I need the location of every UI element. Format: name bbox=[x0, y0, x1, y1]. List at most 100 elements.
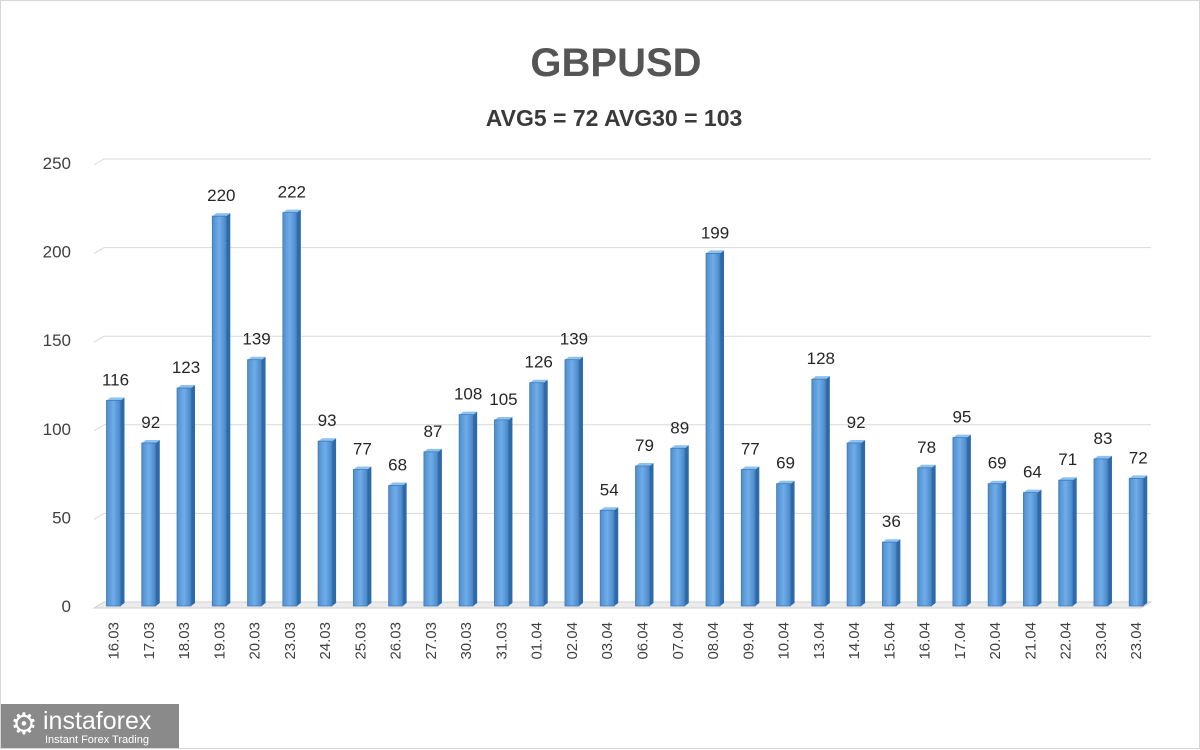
bar-top bbox=[811, 376, 830, 380]
bar bbox=[176, 387, 192, 607]
bar-side bbox=[437, 448, 442, 606]
bar bbox=[705, 252, 721, 607]
bar bbox=[740, 469, 756, 607]
bar-side bbox=[1143, 475, 1148, 606]
bar bbox=[423, 451, 439, 607]
bar bbox=[282, 212, 298, 607]
data-label: 78 bbox=[917, 438, 936, 457]
x-tick-label: 17.04 bbox=[952, 622, 969, 660]
y-tick-label: 100 bbox=[43, 420, 71, 439]
data-label: 108 bbox=[454, 385, 482, 404]
bar-top bbox=[423, 448, 442, 452]
bar bbox=[1023, 492, 1038, 607]
x-tick-label: 18.03 bbox=[176, 622, 193, 660]
logo-name: instaforex bbox=[43, 707, 152, 735]
bar-top bbox=[706, 250, 725, 254]
bar-side bbox=[966, 434, 971, 606]
bar-top bbox=[459, 411, 478, 415]
bar-top bbox=[212, 213, 231, 217]
data-label: 123 bbox=[172, 358, 200, 377]
bar-top bbox=[177, 385, 196, 389]
bar bbox=[317, 440, 333, 607]
x-tick-label: 09.04 bbox=[740, 622, 757, 660]
y-tick-label: 50 bbox=[52, 508, 71, 527]
bar bbox=[458, 414, 474, 607]
data-label: 93 bbox=[318, 411, 337, 430]
bar-top bbox=[388, 482, 407, 486]
bar bbox=[846, 442, 862, 607]
bar-side bbox=[578, 356, 583, 606]
bar-top bbox=[670, 445, 689, 449]
bar-top bbox=[1129, 475, 1148, 479]
data-label: 126 bbox=[525, 353, 553, 372]
bar-side bbox=[790, 480, 795, 606]
bar-top bbox=[741, 466, 760, 470]
y-tick-label: 0 bbox=[62, 597, 71, 616]
bar bbox=[1058, 479, 1074, 607]
x-tick-label: 17.03 bbox=[141, 622, 158, 660]
data-label: 36 bbox=[882, 512, 901, 531]
x-tick-label: 02.04 bbox=[564, 622, 581, 660]
bar-top bbox=[141, 439, 160, 443]
bar-top bbox=[353, 466, 372, 470]
bar-side bbox=[120, 397, 125, 606]
bar-side bbox=[931, 464, 936, 606]
bar-top bbox=[106, 397, 125, 401]
data-label: 128 bbox=[807, 349, 835, 368]
bar-top bbox=[564, 356, 583, 360]
bar-top bbox=[318, 438, 337, 442]
x-tick-label: 25.03 bbox=[352, 622, 369, 660]
logo-tagline: Instant Forex Trading bbox=[45, 734, 149, 746]
bar bbox=[529, 382, 545, 607]
data-label: 69 bbox=[776, 454, 795, 473]
bar-side bbox=[861, 439, 866, 606]
bar-side bbox=[261, 356, 266, 606]
bar-side bbox=[543, 379, 548, 606]
bar-top bbox=[988, 480, 1007, 484]
data-label: 69 bbox=[988, 454, 1007, 473]
data-label: 139 bbox=[242, 330, 270, 349]
bar-side bbox=[367, 466, 372, 606]
chart-title: GBPUSD bbox=[530, 41, 702, 85]
x-tick-label: 21.04 bbox=[1022, 622, 1039, 660]
bar bbox=[776, 483, 791, 607]
data-label: 139 bbox=[560, 330, 588, 349]
gridline-edge bbox=[93, 512, 105, 520]
bar bbox=[811, 378, 827, 607]
data-label: 92 bbox=[141, 413, 160, 432]
data-label: 105 bbox=[489, 390, 517, 409]
bar-top bbox=[847, 439, 866, 443]
bar-top bbox=[1058, 477, 1077, 481]
bar-side bbox=[155, 439, 160, 606]
bar bbox=[247, 359, 262, 607]
data-label: 89 bbox=[670, 418, 689, 437]
bar-top bbox=[1093, 455, 1112, 459]
bar-side bbox=[473, 411, 478, 606]
y-tick-label: 150 bbox=[43, 331, 71, 350]
data-label: 95 bbox=[952, 408, 971, 427]
bar bbox=[670, 447, 686, 607]
x-tick-label: 26.03 bbox=[388, 622, 405, 660]
x-tick-label: 22.04 bbox=[1058, 622, 1075, 660]
x-tick-label: 06.04 bbox=[635, 622, 652, 660]
bar-top bbox=[282, 209, 301, 213]
bar bbox=[141, 442, 157, 607]
bar-top bbox=[635, 463, 654, 467]
data-label: 199 bbox=[701, 223, 729, 242]
data-label: 77 bbox=[741, 440, 760, 459]
x-tick-label: 20.04 bbox=[987, 622, 1004, 660]
bar-top bbox=[1023, 489, 1042, 493]
y-tick-label: 200 bbox=[43, 243, 71, 262]
data-label: 72 bbox=[1129, 448, 1148, 467]
data-label: 83 bbox=[1094, 429, 1113, 448]
x-tick-label: 01.04 bbox=[529, 622, 546, 660]
x-tick-label: 13.04 bbox=[811, 622, 828, 660]
x-tick-label: 31.03 bbox=[493, 622, 510, 660]
bar-side bbox=[1107, 455, 1112, 606]
bar-side bbox=[825, 376, 830, 606]
data-label: 54 bbox=[600, 480, 619, 499]
bar-side bbox=[649, 463, 654, 606]
bar bbox=[211, 215, 227, 607]
bar bbox=[352, 469, 368, 607]
